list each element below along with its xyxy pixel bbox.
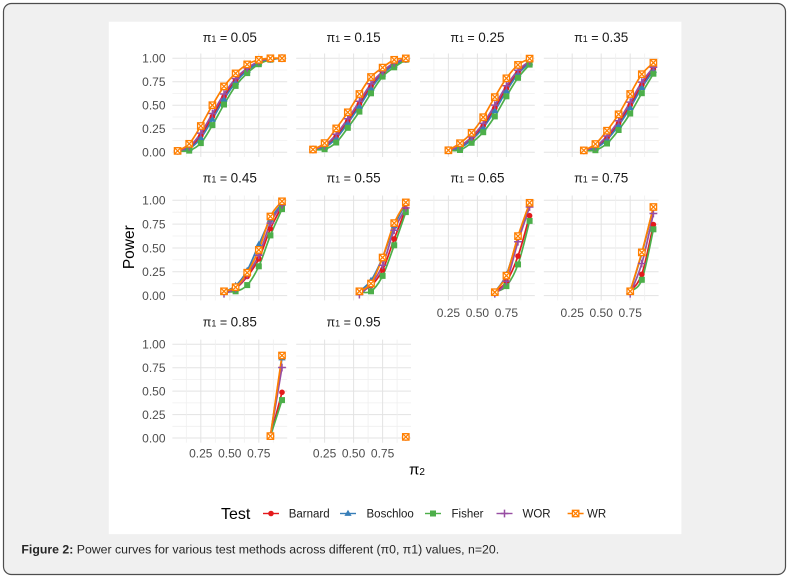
svg-text:0.75: 0.75 <box>142 361 166 375</box>
svg-text:0.50: 0.50 <box>142 241 166 255</box>
svg-text:0.50: 0.50 <box>142 99 166 113</box>
svg-text:0.50: 0.50 <box>342 446 366 460</box>
svg-text:0.50: 0.50 <box>142 385 166 399</box>
svg-text:0.50: 0.50 <box>590 306 614 320</box>
svg-text:Figure 2: Power curves for var: Figure 2: Power curves for various test … <box>21 543 499 557</box>
svg-text:π1 = 0.35: π1 = 0.35 <box>574 30 628 45</box>
svg-text:WR: WR <box>587 509 606 521</box>
svg-text:Power: Power <box>121 225 138 269</box>
svg-text:0.75: 0.75 <box>619 306 643 320</box>
svg-text:0.00: 0.00 <box>142 146 166 160</box>
svg-text:0.50: 0.50 <box>466 306 490 320</box>
svg-text:1.00: 1.00 <box>142 194 166 208</box>
svg-text:0.50: 0.50 <box>218 446 242 460</box>
svg-text:0.75: 0.75 <box>495 306 519 320</box>
svg-text:Test: Test <box>221 506 251 523</box>
svg-text:1.00: 1.00 <box>142 338 166 352</box>
svg-text:0.00: 0.00 <box>142 431 166 445</box>
svg-text:1.00: 1.00 <box>142 52 166 66</box>
svg-text:0.25: 0.25 <box>437 306 461 320</box>
svg-text:Fisher: Fisher <box>452 509 484 521</box>
svg-text:π1 = 0.45: π1 = 0.45 <box>203 170 257 185</box>
svg-text:π1 = 0.05: π1 = 0.05 <box>203 30 257 45</box>
svg-text:0.25: 0.25 <box>142 122 166 136</box>
svg-text:0.75: 0.75 <box>247 446 271 460</box>
svg-text:0.75: 0.75 <box>142 75 166 89</box>
svg-text:WOR: WOR <box>523 509 551 521</box>
svg-text:0.25: 0.25 <box>313 446 337 460</box>
svg-text:0.00: 0.00 <box>142 289 166 303</box>
svg-text:0.75: 0.75 <box>142 218 166 232</box>
svg-text:π1 = 0.75: π1 = 0.75 <box>574 170 628 185</box>
svg-text:Barnard: Barnard <box>289 509 330 521</box>
svg-text:π1 = 0.55: π1 = 0.55 <box>327 170 381 185</box>
svg-text:Boschloo: Boschloo <box>367 509 414 521</box>
svg-text:0.75: 0.75 <box>371 446 395 460</box>
svg-text:π1 = 0.65: π1 = 0.65 <box>450 170 504 185</box>
svg-text:0.25: 0.25 <box>142 408 166 422</box>
svg-text:0.25: 0.25 <box>561 306 585 320</box>
svg-text:π1 = 0.15: π1 = 0.15 <box>327 30 381 45</box>
svg-text:π1 = 0.95: π1 = 0.95 <box>327 314 381 329</box>
svg-text:0.25: 0.25 <box>142 265 166 279</box>
svg-text:π1 = 0.85: π1 = 0.85 <box>203 314 257 329</box>
svg-text:π1 = 0.25: π1 = 0.25 <box>450 30 504 45</box>
svg-text:0.25: 0.25 <box>189 446 213 460</box>
